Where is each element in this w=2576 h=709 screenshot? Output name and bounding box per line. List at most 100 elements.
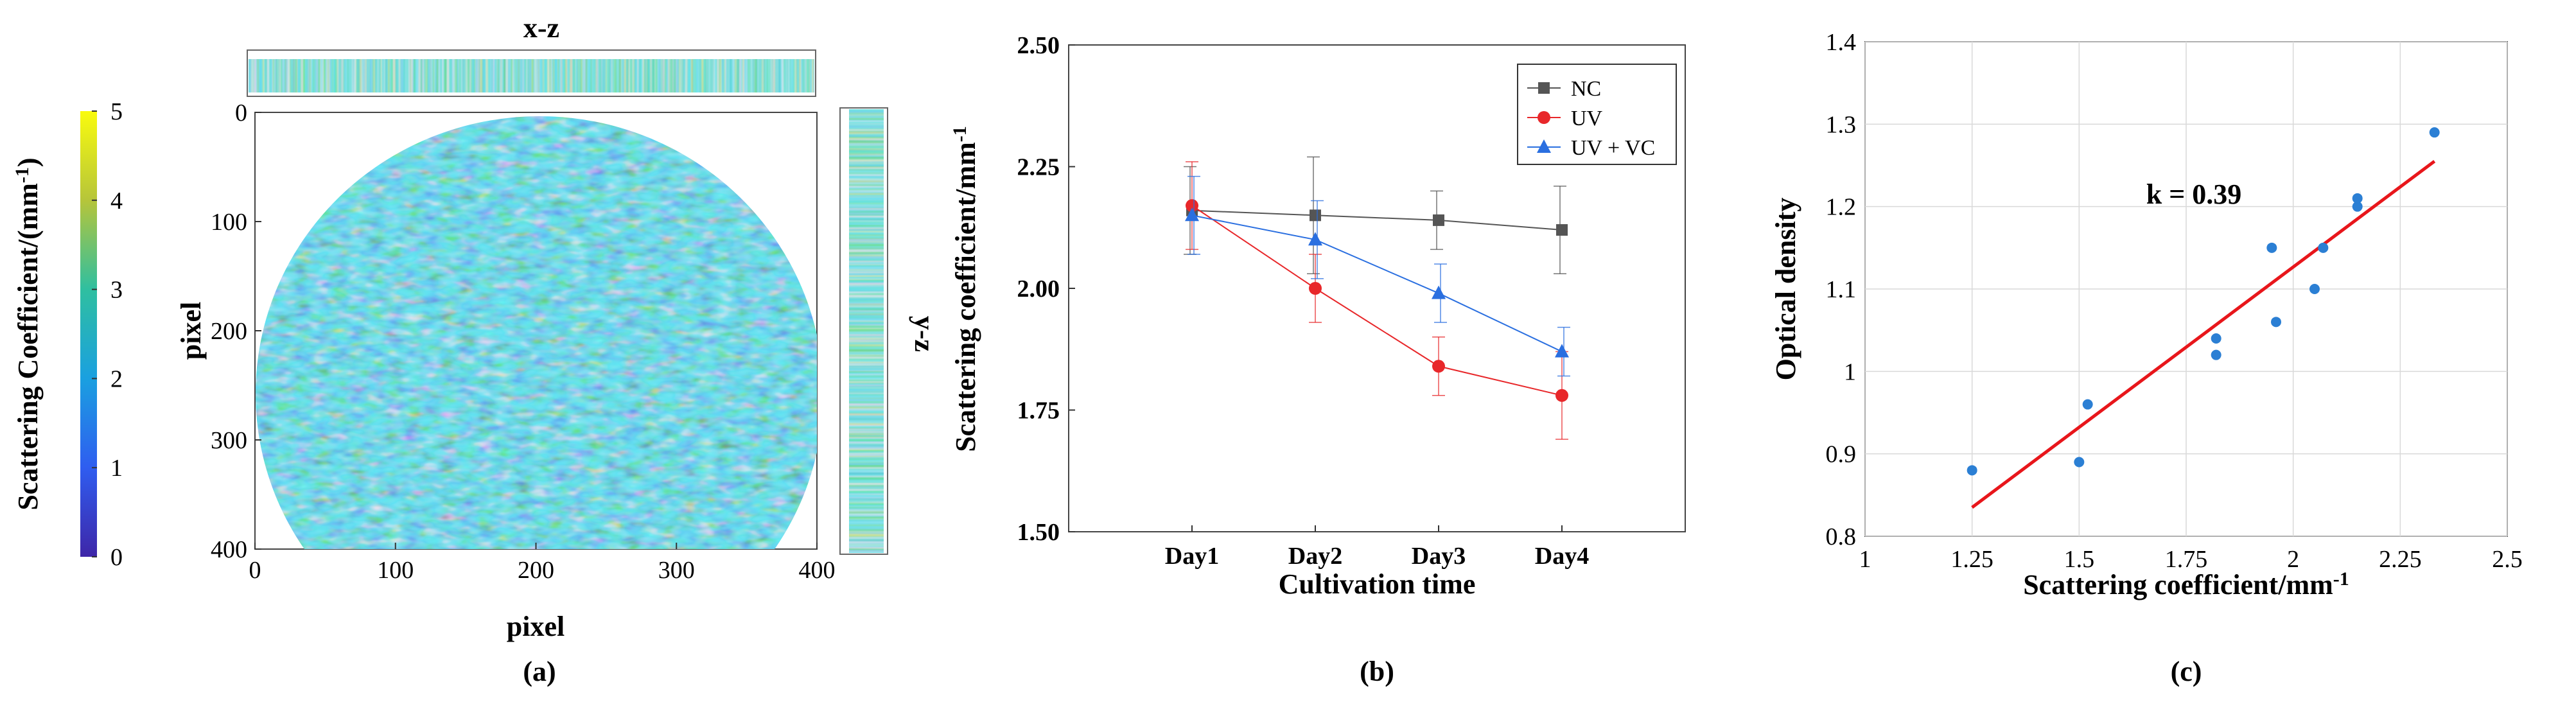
y-tick-label: 400 xyxy=(211,536,247,563)
yz-image xyxy=(849,109,884,553)
colorbar-tick-label: 1 xyxy=(110,455,123,482)
x-axis-label: pixel xyxy=(507,611,565,642)
data-point xyxy=(1309,282,1322,295)
grid xyxy=(1864,41,2508,537)
y-tick-label: 0.9 xyxy=(1826,441,1857,468)
x-tick-label: Day3 xyxy=(1412,543,1466,570)
y-axis-label: pixel xyxy=(175,302,207,360)
scatter-point xyxy=(2309,284,2320,294)
y-axis-ticks: 0 100 200 300 400 xyxy=(211,100,261,563)
y-tick-label: 1.75 xyxy=(1017,398,1060,425)
legend-marker xyxy=(1538,82,1550,94)
scatter-point xyxy=(2082,399,2093,410)
legend-entries: NC UV UV + VC xyxy=(1527,77,1655,160)
y-tick-label: 1.3 xyxy=(1826,111,1857,138)
panel-label-a: (a) xyxy=(523,656,556,687)
x-tick-label: Day4 xyxy=(1535,543,1589,570)
x-tick-label: 0 xyxy=(249,557,261,584)
colorbar-tick-label: 2 xyxy=(110,365,123,392)
scatter-point xyxy=(2211,333,2221,344)
series-group xyxy=(1184,156,1570,440)
series-uv-vc xyxy=(1185,175,1570,377)
x-tick-label: 400 xyxy=(799,557,836,584)
legend-marker xyxy=(1538,111,1550,124)
series-line xyxy=(1191,205,1563,396)
x-tick-label: 1.75 xyxy=(2165,546,2208,573)
y-axis-label: Optical density xyxy=(1770,198,1801,381)
colorbar-tick-label: 4 xyxy=(110,188,123,214)
x-axis-ticks: Day1 Day2 Day3 Day4 xyxy=(1165,525,1589,570)
series-line xyxy=(1191,209,1563,231)
y-tick-label: 1.2 xyxy=(1826,194,1857,221)
x-tick-label: 1.25 xyxy=(1950,546,1993,573)
colorbar-tick-label: 3 xyxy=(110,277,123,304)
x-axis-label: Scattering coefficient/mm-1 xyxy=(2023,568,2349,600)
scatter-point xyxy=(1967,465,1977,476)
data-point xyxy=(1556,224,1568,236)
y-tick-label: 1 xyxy=(1844,358,1856,385)
legend-label: NC xyxy=(1571,77,1601,101)
yz-title: y-z xyxy=(909,316,940,352)
xz-image xyxy=(249,59,814,92)
panel-c: 1 1.25 1.5 1.75 2 2.25 2.5 0.8 0.9 1 1.1 1.2 1.3 1.4… xyxy=(1770,29,2523,687)
y-axis-label: Scattering coefficient/mm-1 xyxy=(949,126,981,452)
colorbar xyxy=(80,111,97,557)
xz-title: x-z xyxy=(523,12,559,44)
colorbar-label: Scattering Coefficient/(mm-1) xyxy=(12,157,44,510)
y-tick-label: 0.8 xyxy=(1826,523,1857,550)
y-tick-label: 0 xyxy=(235,100,247,127)
series-uv xyxy=(1186,161,1568,440)
data-point xyxy=(1186,199,1198,213)
scattering-map xyxy=(256,116,817,549)
x-tick-label: Day2 xyxy=(1288,543,1342,570)
scatter-point xyxy=(2318,242,2329,253)
data-point xyxy=(1308,232,1322,246)
data-point xyxy=(1555,344,1569,358)
slope-annotation: k = 0.39 xyxy=(2146,179,2242,210)
legend: NC UV UV + VC xyxy=(1517,64,1677,165)
colorbar-tick-label: 5 xyxy=(110,98,123,125)
y-tick-label: 1.1 xyxy=(1826,276,1857,303)
x-tick-label: 1.5 xyxy=(2064,546,2095,573)
panel-label-c: (c) xyxy=(2171,656,2202,687)
scatter-point xyxy=(2271,317,2281,328)
y-tick-label: 300 xyxy=(211,427,247,454)
y-tick-label: 2.00 xyxy=(1017,276,1060,302)
scatter-point xyxy=(2429,127,2440,138)
scatter-point xyxy=(2352,201,2363,212)
panel-a: 0 1 2 3 4 5 Scattering Coefficient/(mm-1) x-z… xyxy=(12,12,940,687)
x-tick-label: 1 xyxy=(1859,546,1871,573)
y-tick-label: 1.50 xyxy=(1017,519,1060,546)
y-tick-label: 200 xyxy=(211,318,247,345)
panel-b: 1.50 1.75 2.00 2.25 2.50 Day1 Day2 Day3 Day4 Cu… xyxy=(949,32,1686,687)
scatter-point xyxy=(2266,242,2277,253)
y-tick-label: 100 xyxy=(211,209,247,236)
colorbar-tick-label: 0 xyxy=(110,544,123,571)
scatter-point xyxy=(2211,349,2221,360)
panel-label-b: (b) xyxy=(1360,656,1394,687)
y-axis-ticks: 1.50 1.75 2.00 2.25 2.50 xyxy=(1017,32,1075,546)
x-axis-ticks: 0 100 200 300 400 xyxy=(249,543,836,584)
y-tick-label: 2.25 xyxy=(1017,154,1060,181)
series-line xyxy=(1191,214,1563,353)
x-tick-label: 300 xyxy=(658,557,695,584)
x-tick-label: 2 xyxy=(2287,546,2299,573)
x-tick-label: 200 xyxy=(518,557,554,584)
x-tick-label: Day1 xyxy=(1165,543,1219,570)
scatter-point xyxy=(2074,457,2085,468)
data-point xyxy=(1433,214,1444,226)
data-point xyxy=(1432,285,1446,299)
legend-label: UV xyxy=(1571,107,1603,130)
y-axis-ticks: 0.8 0.9 1 1.1 1.2 1.3 1.4 xyxy=(1826,29,1857,550)
legend-marker xyxy=(1537,139,1551,153)
colorbar-ticks: 0 1 2 3 4 5 xyxy=(92,98,123,571)
y-tick-label: 1.4 xyxy=(1826,29,1857,56)
data-point xyxy=(1185,207,1199,222)
data-point xyxy=(1432,360,1445,373)
x-axis-ticks: 1 1.25 1.5 1.75 2 2.25 2.5 xyxy=(1859,546,2523,573)
fit-line-group xyxy=(1971,160,2436,509)
x-tick-label: 2.25 xyxy=(2379,546,2422,573)
data-point xyxy=(1555,389,1568,402)
data-point xyxy=(1310,209,1321,222)
